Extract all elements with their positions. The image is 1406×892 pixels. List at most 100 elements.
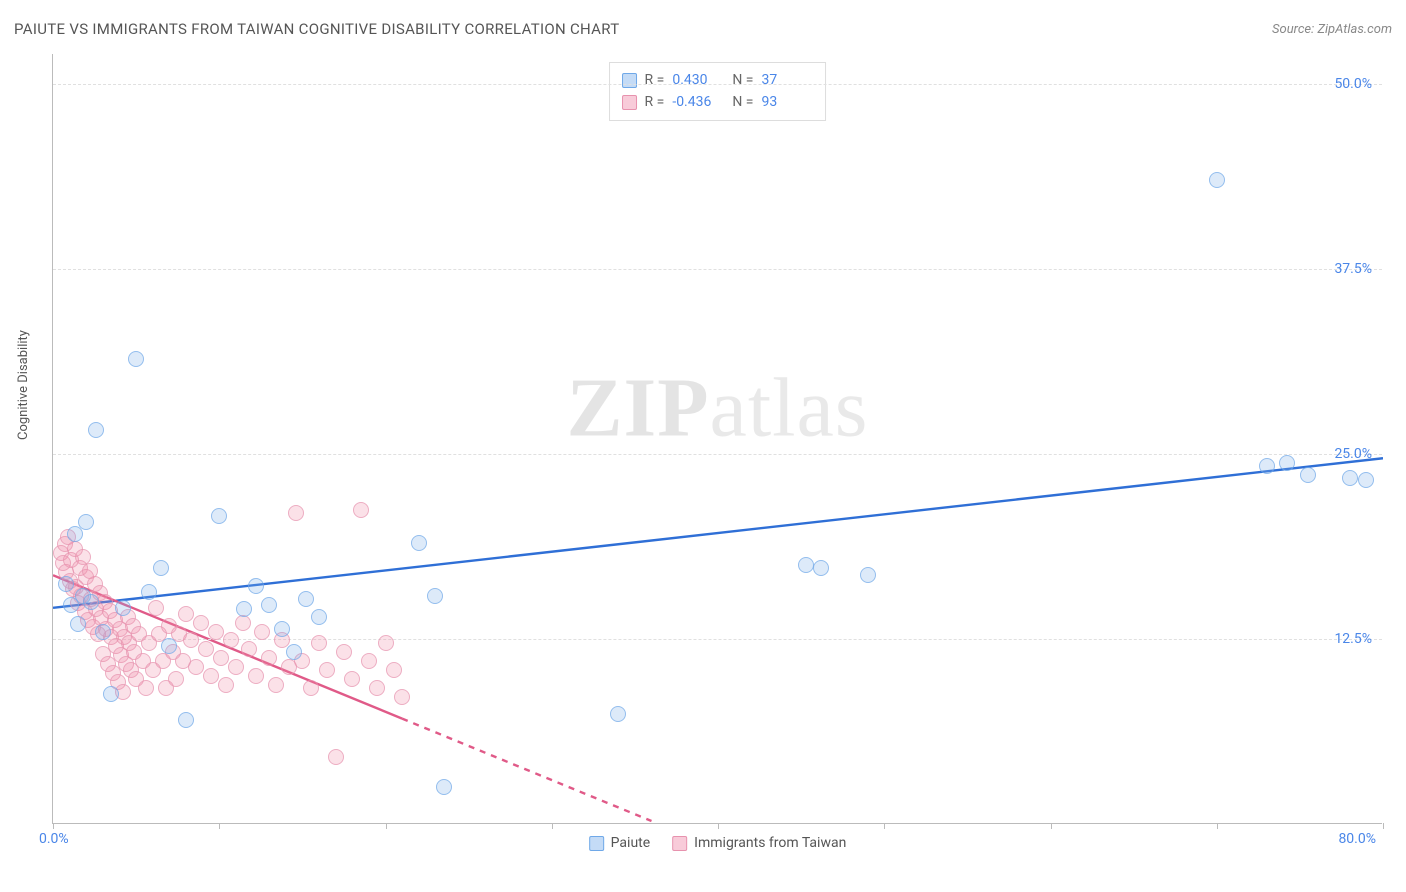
data-point-pink	[394, 689, 410, 705]
data-point-blue	[115, 600, 131, 616]
data-point-pink	[369, 680, 385, 696]
legend-row: R =-0.436N =93	[622, 91, 814, 113]
data-point-blue	[1259, 458, 1275, 474]
data-point-blue	[436, 779, 452, 795]
trend-lines	[53, 54, 1383, 824]
data-point-pink	[311, 635, 327, 651]
data-point-pink	[198, 641, 214, 657]
x-axis-max-label: 80.0%	[1338, 831, 1376, 847]
source-name: ZipAtlas.com	[1317, 22, 1392, 37]
scatter-chart: ZIPatlas R =0.430N =37R =-0.436N =93 0.0…	[52, 54, 1382, 824]
data-point-blue	[813, 560, 829, 576]
data-point-blue	[248, 578, 264, 594]
data-point-blue	[58, 576, 74, 592]
n-label: N =	[732, 69, 753, 91]
data-point-pink	[168, 671, 184, 687]
correlation-legend: R = 0.430 N = 37R = -0.436 N = 93	[609, 62, 827, 121]
data-point-pink	[288, 505, 304, 521]
data-point-blue	[261, 597, 277, 613]
gridline-h	[53, 454, 1382, 455]
data-point-blue	[236, 601, 252, 617]
y-tick-label: 50.0%	[1334, 76, 1372, 92]
data-point-blue	[67, 526, 83, 542]
legend-row: R = 0.430 N = 37	[622, 69, 814, 91]
legend-label: Immigrants from Taiwan	[694, 835, 846, 851]
data-point-blue	[83, 594, 99, 610]
legend-label: Paiute	[611, 835, 651, 851]
data-point-pink	[213, 650, 229, 666]
legend-item: Paiute	[589, 835, 651, 851]
data-point-blue	[178, 712, 194, 728]
legend-swatch-blue	[589, 836, 604, 851]
data-point-blue	[88, 422, 104, 438]
y-tick-label: 37.5%	[1334, 261, 1372, 277]
data-point-blue	[860, 567, 876, 583]
data-point-pink	[319, 662, 335, 678]
data-point-blue	[1209, 172, 1225, 188]
x-tick	[219, 823, 220, 829]
data-point-blue	[274, 621, 290, 637]
x-tick	[552, 823, 553, 829]
x-tick	[1383, 823, 1384, 829]
data-point-blue	[161, 638, 177, 654]
data-point-pink	[361, 653, 377, 669]
gridline-h	[53, 84, 1382, 85]
legend-swatch-pink	[672, 836, 687, 851]
data-point-pink	[353, 502, 369, 518]
source-attribution: Source: ZipAtlas.com	[1272, 22, 1392, 37]
data-point-blue	[798, 557, 814, 573]
x-tick	[386, 823, 387, 829]
data-point-pink	[254, 624, 270, 640]
x-tick	[718, 823, 719, 829]
data-point-blue	[311, 609, 327, 625]
chart-title: PAIUTE VS IMMIGRANTS FROM TAIWAN COGNITI…	[14, 20, 619, 38]
data-point-pink	[248, 668, 264, 684]
data-point-pink	[183, 632, 199, 648]
data-point-blue	[1300, 467, 1316, 483]
data-point-blue	[211, 508, 227, 524]
data-point-blue	[298, 591, 314, 607]
data-point-blue	[153, 560, 169, 576]
data-point-pink	[188, 659, 204, 675]
source-prefix: Source:	[1272, 22, 1317, 37]
x-tick	[1051, 823, 1052, 829]
r-label: R =	[645, 91, 665, 113]
data-point-pink	[378, 635, 394, 651]
y-axis-label: Cognitive Disability	[16, 330, 31, 440]
data-point-pink	[223, 632, 239, 648]
data-point-blue	[427, 588, 443, 604]
r-value: 0.430	[672, 69, 724, 91]
data-point-pink	[336, 644, 352, 660]
gridline-h	[53, 639, 1382, 640]
r-label: R =	[645, 69, 665, 91]
data-point-pink	[268, 677, 284, 693]
n-value: 93	[761, 91, 813, 113]
data-point-blue	[1279, 455, 1295, 471]
series-legend: Paiute Immigrants from Taiwan	[589, 835, 847, 851]
data-point-blue	[141, 584, 157, 600]
data-point-pink	[328, 749, 344, 765]
data-point-pink	[261, 650, 277, 666]
x-tick	[53, 823, 54, 829]
data-point-blue	[103, 686, 119, 702]
n-value: 37	[761, 69, 813, 91]
x-axis-origin-label: 0.0%	[39, 831, 69, 847]
data-point-pink	[303, 680, 319, 696]
y-tick-label: 25.0%	[1334, 446, 1372, 462]
data-point-pink	[178, 606, 194, 622]
data-point-pink	[208, 624, 224, 640]
data-point-pink	[241, 641, 257, 657]
x-tick	[1217, 823, 1218, 829]
data-point-pink	[228, 659, 244, 675]
legend-swatch-pink	[622, 95, 637, 110]
data-point-pink	[148, 600, 164, 616]
data-point-blue	[78, 514, 94, 530]
watermark: ZIPatlas	[567, 359, 869, 456]
legend-item: Immigrants from Taiwan	[672, 835, 846, 851]
r-value: -0.436	[672, 91, 724, 113]
data-point-pink	[218, 677, 234, 693]
data-point-pink	[386, 662, 402, 678]
watermark-bold: ZIP	[567, 361, 710, 454]
data-point-blue	[1342, 470, 1358, 486]
watermark-rest: atlas	[710, 361, 869, 454]
